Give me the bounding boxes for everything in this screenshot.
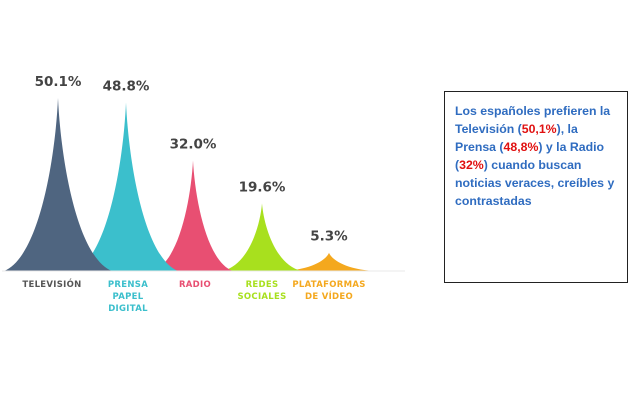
chart: 50.1% 48.8% 32.0% 19.6% 5.3% TELEVISIÓN PRENS… xyxy=(2,74,405,314)
note-box: Los españoles prefieren la Televisión (5… xyxy=(444,91,628,283)
peak-prensa-papel-digital xyxy=(74,102,178,272)
value-labels: 50.1% 48.8% 32.0% 19.6% 5.3% xyxy=(35,74,349,245)
note-text: ) y la Radio ( xyxy=(455,140,605,172)
category-label-radio: RADIO xyxy=(179,280,211,290)
note-text: Los españoles prefieren la Televisión ( xyxy=(455,104,611,136)
chart-marks xyxy=(4,98,375,272)
peak-redes-sociales xyxy=(222,203,302,271)
note-text: ), la Prensa ( xyxy=(455,122,578,154)
category-label-prensa-papel-digital: PRENSA PAPEL DIGITAL xyxy=(108,280,148,314)
note-highlight: 48,8% xyxy=(503,140,539,154)
category-label-plataformas-de-video: PLATAFORMAS DE VÍDEO xyxy=(292,280,365,302)
value-label-plataformas-de-video: 5.3% xyxy=(310,229,348,245)
value-label-prensa-papel-digital: 48.8% xyxy=(103,78,150,94)
category-label-redes-sociales: REDES SOCIALES xyxy=(237,280,286,302)
peak-television xyxy=(4,98,112,271)
value-label-radio: 32.0% xyxy=(170,137,217,153)
value-label-television: 50.1% xyxy=(35,74,82,90)
note-highlight: 50,1% xyxy=(521,122,557,136)
peak-radio xyxy=(153,160,233,271)
category-labels: TELEVISIÓN PRENSA PAPEL DIGITAL RADIO REDES SO… xyxy=(22,278,365,314)
category-label-television: TELEVISIÓN xyxy=(22,278,81,290)
peak-plataformas-de-video xyxy=(283,252,375,271)
note-text: ) cuando buscan noticias veraces, creíbl… xyxy=(455,158,615,208)
note-highlight: 32% xyxy=(459,158,484,172)
value-label-redes-sociales: 19.6% xyxy=(239,179,286,195)
